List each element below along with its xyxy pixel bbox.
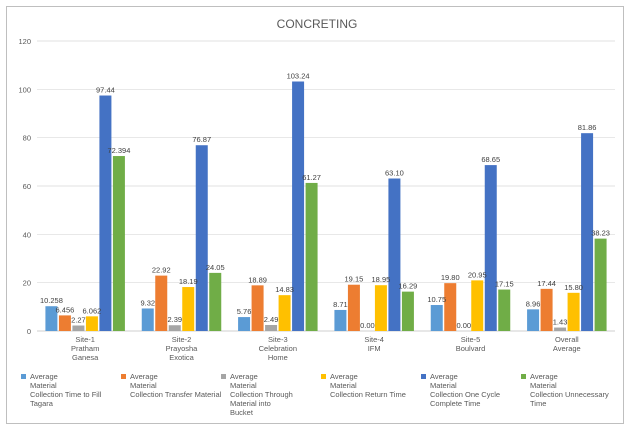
bar [567,292,580,331]
legend-label: Average Material Collection One Cycle Comp… [430,372,501,408]
bar-value-label: 6.062 [83,306,102,315]
bar [388,178,401,331]
y-tick-label: 60 [23,182,31,191]
bar [444,283,457,331]
bar-value-label: 1.43 [553,318,568,327]
bar [112,156,125,331]
bar-value-label: 68.65 [481,155,500,164]
bar [347,284,360,331]
y-tick-label: 20 [23,279,31,288]
bar-value-label: 97.44 [96,86,115,95]
legend-swatch [421,374,426,379]
bar [430,305,443,331]
bar [554,327,567,331]
bar-value-label: 72.394 [107,146,130,155]
bar-value-label: 8.96 [526,299,541,308]
bar-value-label: 18.19 [179,277,198,286]
chart-frame: CONCRETING 0 20 40 60 80 100 120 10.258 6.456 2.… [6,6,624,424]
bar-value-label: 0.00 [456,321,471,330]
bar-value-label: 2.49 [264,315,279,324]
bar-value-label: 18.95 [372,275,391,284]
bar-value-label: 16.29 [399,282,418,291]
bar [141,308,154,331]
bar [251,285,264,331]
bar-value-label: 18.89 [248,275,267,284]
bar-value-label: 17.44 [537,279,556,288]
y-tick-label: 100 [18,85,31,94]
bar [168,325,181,331]
bar-value-label: 5.76 [237,307,252,316]
bar [374,285,387,331]
legend-swatch [521,374,526,379]
bar [471,280,484,331]
bar-value-label: 103.24 [287,72,310,81]
bar [527,309,540,331]
x-category-label: Site-4 IFM [364,335,384,353]
bar-value-label: 2.39 [167,315,182,324]
legend-swatch [221,374,226,379]
bar [265,324,278,331]
legend-label: Average Material Collection Unnecessary Tim… [530,372,609,408]
y-tick-label: 120 [18,37,31,46]
bar [238,317,251,331]
bar [72,325,85,331]
bar [334,309,347,331]
bar-value-label: 22.92 [152,266,171,275]
bar [155,275,168,331]
bar-value-label: 17.15 [495,280,514,289]
bar [45,306,58,331]
legend-label: Average Material Collection Through Materia… [230,372,293,417]
bar-value-label: 6.456 [56,305,75,314]
bar [182,287,195,331]
y-tick-label: 40 [23,230,31,239]
y-tick-label: 80 [23,134,31,143]
bar [540,288,553,331]
legend-swatch [321,374,326,379]
legend-label: Average Material Collection Return Time [330,372,406,399]
bar-value-label: 76.87 [192,135,211,144]
legend-swatch [21,374,26,379]
bar [292,81,305,332]
chart-title: CONCRETING [277,17,358,31]
bar-value-label: 0.00 [360,321,375,330]
bar [58,315,71,331]
bar-value-label: 38.23 [591,229,610,238]
bar-value-label: 61.27 [302,173,321,182]
x-category-label: Site-2 Prayosha Exotica [166,335,199,362]
bar-value-label: 81.86 [578,123,597,132]
x-category-label: Site-3 Celebration Home [259,335,297,362]
bar-value-label: 19.80 [441,273,460,282]
bar-value-label: 2.27 [71,316,86,325]
chart-legend: Average Material Collection Time to Fill Ta… [21,372,621,427]
legend-label: Average Material Collection Time to Fill Ta… [30,372,102,408]
bar-value-label: 63.10 [385,169,404,178]
bar-value-label: 10.258 [40,296,63,305]
bar [99,95,112,332]
bar [594,238,607,331]
bar-value-label: 20.95 [468,270,487,279]
bar [195,145,208,331]
bar [484,165,497,331]
x-category-label: Site-1 Pratham Ganesa [71,335,99,362]
x-category-label: Site-5 Boulvard [456,335,486,353]
bar [498,289,511,331]
bar [305,182,318,331]
x-category-label: Overall Average [553,335,581,353]
bar [581,133,594,331]
bar [401,291,414,331]
bar-value-label: 8.71 [333,300,348,309]
bar [85,316,98,331]
bar-value-label: 14.83 [275,285,294,294]
bar [209,272,222,331]
bar-value-label: 19.15 [345,275,364,284]
bar-value-label: 10.75 [427,295,446,304]
bar-value-label: 15.80 [564,283,583,292]
bar [278,295,291,331]
legend-label: Average Material Collection Transfer Mater… [130,372,222,399]
y-tick-label: 0 [27,327,31,336]
bar-value-label: 24.05 [206,263,225,272]
legend-swatch [121,374,126,379]
bar-value-label: 9.32 [140,298,155,307]
